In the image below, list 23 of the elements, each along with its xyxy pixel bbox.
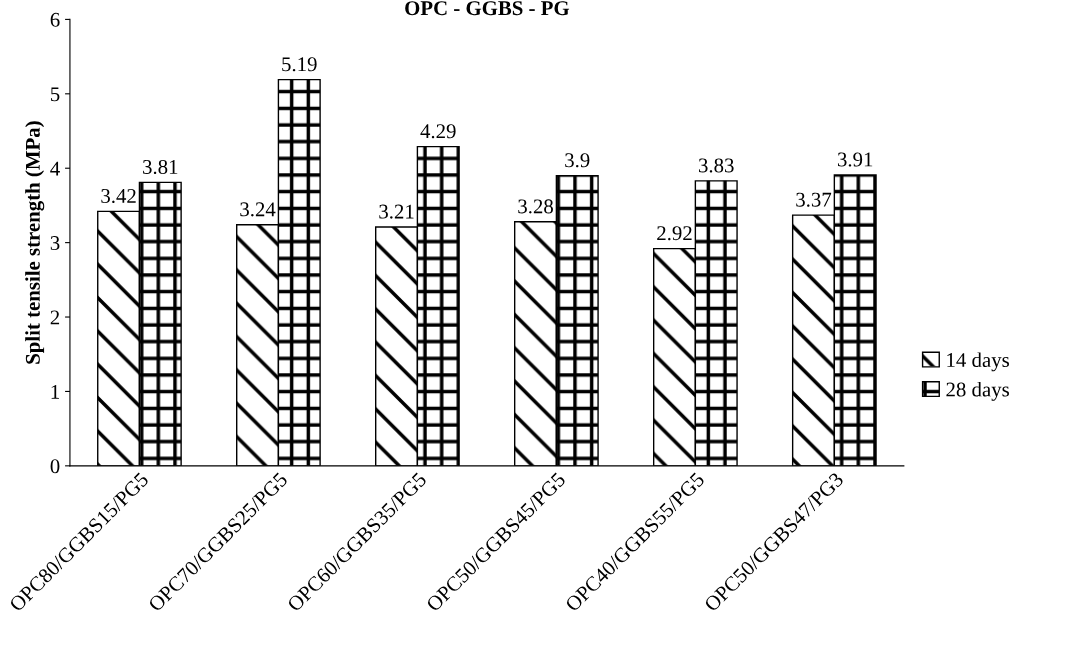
data-label: 3.91 — [837, 152, 873, 167]
data-label: 3.81 — [143, 159, 178, 175]
data-label: 3.21 — [379, 204, 414, 219]
data-label: 3.42 — [101, 188, 136, 204]
y-tick-label: 3 — [50, 236, 60, 251]
data-label: 2.92 — [657, 226, 692, 241]
y-axis-title: Split tensile strength (MPa) — [25, 121, 45, 364]
data-label: 3.28 — [518, 199, 553, 214]
y-tick-label: 6 — [50, 12, 60, 27]
data-label: 3.37 — [796, 192, 832, 207]
y-tick-label: 5 — [51, 87, 60, 102]
data-label: 3.9 — [565, 153, 590, 168]
data-label: 3.24 — [240, 202, 276, 217]
legend-label: 28 days — [946, 381, 1009, 401]
y-tick-label: 1 — [51, 384, 59, 399]
data-label: 4.29 — [420, 124, 456, 139]
data-label: 5.19 — [282, 57, 317, 72]
legend-label: 14 days — [947, 352, 1009, 372]
chart-title: OPC - GGBS - PG — [405, 1, 570, 16]
data-label: 3.83 — [698, 158, 734, 173]
y-tick-label: 4 — [50, 161, 60, 176]
y-tick-label: 0 — [50, 459, 60, 474]
y-tick-label: 2 — [50, 310, 60, 325]
